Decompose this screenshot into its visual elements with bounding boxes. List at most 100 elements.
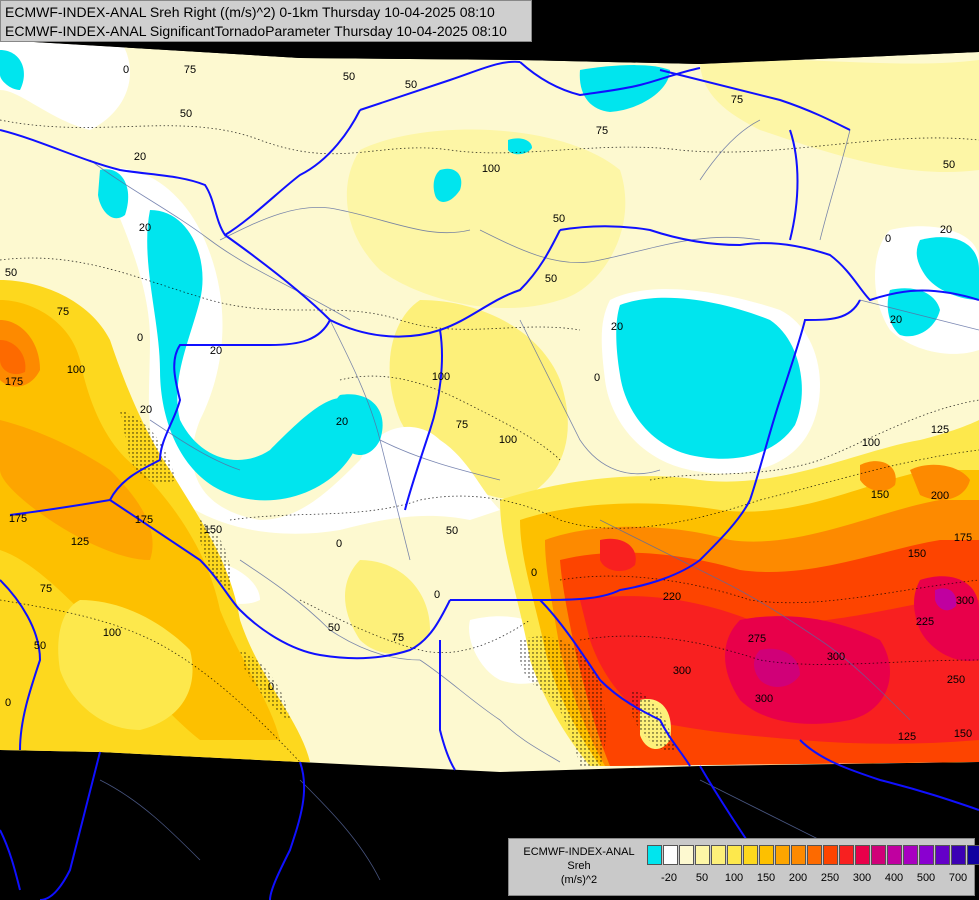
legend-tick: 300	[852, 872, 872, 884]
contour-label: 50	[943, 159, 955, 171]
contour-label: 300	[827, 651, 845, 663]
contour-label: 20	[210, 345, 222, 357]
national-borders	[0, 60, 979, 900]
contour-label: 175	[5, 376, 23, 388]
contour-label: 50	[180, 108, 192, 120]
contour-labels: 0 75 50 50 50 20 20 100 75 75 50 50 50 0 20 50 75 0 20 20 10…	[5, 64, 974, 743]
contour-label: 275	[748, 633, 766, 645]
contour-label: 100	[482, 163, 500, 175]
legend-swatch	[695, 845, 710, 865]
legend-swatch	[743, 845, 758, 865]
legend-swatch	[759, 845, 774, 865]
contour-label: 0	[885, 233, 891, 245]
legend-color-scale	[647, 845, 979, 865]
legend-unit: (m/s)^2	[560, 874, 598, 886]
contour-label: 175	[135, 514, 153, 526]
contour-label: 50	[343, 71, 355, 83]
contour-label: 75	[392, 632, 404, 644]
legend-swatch	[887, 845, 902, 865]
contour-label: 50	[545, 273, 557, 285]
legend-swatch	[935, 845, 950, 865]
legend-swatch	[855, 845, 870, 865]
contour-label: 200	[931, 490, 949, 502]
contour-label: 50	[5, 267, 17, 279]
contour-label: 125	[931, 424, 949, 436]
legend-parameter: Sreh	[567, 860, 591, 872]
legend-tick: 200	[788, 872, 808, 884]
contour-label: 100	[499, 434, 517, 446]
contour-label: 175	[954, 532, 972, 544]
color-legend: ECMWF-INDEX-ANAL Sreh (m/s)^2 -20 50 100 15…	[508, 838, 979, 896]
contour-label: 20	[611, 321, 623, 333]
contour-label: 20	[134, 151, 146, 163]
contour-label: 300	[956, 595, 974, 607]
map-title-box: ECMWF-INDEX-ANAL Sreh Right ((m/s)^2) 0-…	[0, 0, 532, 42]
contour-label: 100	[67, 364, 85, 376]
contour-label: 50	[34, 640, 46, 652]
contour-label: 100	[103, 627, 121, 639]
legend-swatch	[711, 845, 726, 865]
contour-label: 75	[731, 94, 743, 106]
map-title-stp: ECMWF-INDEX-ANAL SignificantTornadoParam…	[5, 23, 507, 39]
regional-borders	[89, 119, 979, 881]
contour-label: 50	[328, 622, 340, 634]
legend-swatch	[839, 845, 854, 865]
legend-title: ECMWF-INDEX-ANAL Sreh (m/s)^2	[513, 845, 645, 887]
contour-label: 50	[446, 525, 458, 537]
contour-label: 20	[940, 224, 952, 236]
legend-swatch	[951, 845, 966, 865]
contour-label: 125	[898, 731, 916, 743]
contour-label: 125	[71, 536, 89, 548]
legend-tick: 250	[820, 872, 840, 884]
contour-label: 0	[531, 567, 537, 579]
legend-tick: 500	[916, 872, 936, 884]
contour-label: 20	[890, 314, 902, 326]
legend-swatch	[807, 845, 822, 865]
contour-label: 75	[57, 306, 69, 318]
contour-label: 250	[947, 674, 965, 686]
contour-label: 150	[908, 548, 926, 560]
contour-label: 0	[434, 589, 440, 601]
legend-swatch	[647, 845, 662, 865]
contour-label: 75	[456, 419, 468, 431]
contour-label: 100	[432, 371, 450, 383]
contour-label: 75	[596, 125, 608, 137]
legend-swatch	[679, 845, 694, 865]
legend-swatch	[903, 845, 918, 865]
legend-source: ECMWF-INDEX-ANAL	[523, 846, 635, 858]
contour-label: 0	[123, 64, 129, 76]
legend-swatch	[823, 845, 838, 865]
contour-label: 225	[916, 616, 934, 628]
legend-swatch	[919, 845, 934, 865]
contour-label: 0	[5, 697, 11, 709]
contour-label: 20	[336, 416, 348, 428]
contour-label: 75	[184, 64, 196, 76]
contour-label: 0	[594, 372, 600, 384]
legend-swatch	[791, 845, 806, 865]
map-title-sreh: ECMWF-INDEX-ANAL Sreh Right ((m/s)^2) 0-…	[5, 4, 495, 20]
contour-label: 175	[9, 513, 27, 525]
legend-swatch	[871, 845, 886, 865]
legend-swatch	[663, 845, 678, 865]
legend-swatch	[727, 845, 742, 865]
legend-tick-labels: -20 50 100 150 200 250 300 400 500 700	[645, 872, 975, 888]
contour-label: 0	[268, 681, 274, 693]
contour-label: 150	[204, 524, 222, 536]
contour-label: 150	[871, 489, 889, 501]
contour-label: 300	[673, 665, 691, 677]
contour-label: 75	[40, 583, 52, 595]
legend-swatch	[775, 845, 790, 865]
legend-tick: -20	[661, 872, 677, 884]
legend-tick: 150	[756, 872, 776, 884]
contour-label: 300	[755, 693, 773, 705]
contour-label: 0	[137, 332, 143, 344]
legend-tick: 50	[695, 872, 709, 884]
legend-tick: 100	[724, 872, 744, 884]
contour-label: 20	[140, 404, 152, 416]
contour-label: 50	[553, 213, 565, 225]
legend-tick: 400	[884, 872, 904, 884]
contour-label: 100	[862, 437, 880, 449]
legend-swatch	[967, 845, 979, 865]
contour-label: 50	[405, 79, 417, 91]
